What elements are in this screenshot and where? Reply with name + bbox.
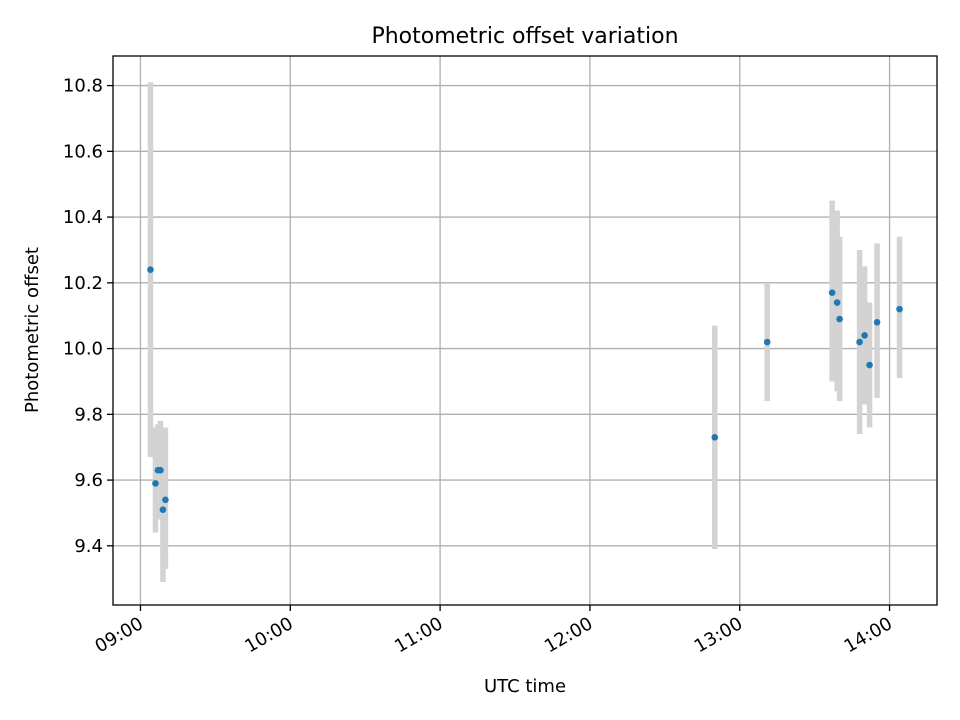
data-point bbox=[873, 318, 881, 326]
x-axis-label: UTC time bbox=[484, 676, 566, 697]
data-point bbox=[147, 266, 154, 273]
x-axis-ticks: 09:00 10:00 11:00 12:00 13:00 14:00 bbox=[92, 605, 896, 657]
data-point bbox=[162, 496, 169, 504]
y-tick-label: 9.4 bbox=[74, 536, 103, 557]
data-point bbox=[856, 338, 863, 346]
y-tick-label: 10.4 bbox=[63, 207, 103, 228]
y-axis-ticks: 9.4 9.6 9.8 10.0 10.2 10.4 10.6 10.8 bbox=[63, 76, 113, 557]
x-tick-label: 13:00 bbox=[691, 613, 746, 657]
x-tick-label: 11:00 bbox=[391, 613, 446, 657]
data-points bbox=[147, 266, 903, 513]
x-tick-label: 09:00 bbox=[92, 613, 147, 657]
plot-area-frame bbox=[112, 55, 938, 606]
data-point bbox=[157, 466, 164, 474]
error-bars bbox=[147, 82, 903, 582]
data-point bbox=[833, 299, 841, 306]
grid bbox=[113, 56, 937, 605]
x-tick-label: 12:00 bbox=[541, 613, 596, 657]
y-axis-label: Photometric offset bbox=[22, 247, 43, 413]
y-tick-label: 9.8 bbox=[74, 404, 103, 425]
data-point bbox=[866, 361, 873, 369]
y-tick-label: 9.6 bbox=[74, 470, 103, 491]
y-tick-label: 10.6 bbox=[63, 141, 103, 162]
x-tick-label: 14:00 bbox=[841, 613, 896, 657]
y-tick-label: 10.8 bbox=[63, 76, 103, 97]
chart-title: Photometric offset variation bbox=[371, 24, 678, 49]
x-tick-label: 10:00 bbox=[241, 613, 296, 657]
y-tick-label: 10.2 bbox=[63, 273, 103, 294]
data-point bbox=[861, 332, 868, 339]
data-point bbox=[159, 506, 167, 513]
data-point bbox=[763, 338, 771, 346]
y-tick-label: 10.0 bbox=[63, 339, 103, 360]
data-point bbox=[152, 480, 159, 487]
data-point bbox=[828, 289, 836, 296]
data-point bbox=[836, 315, 843, 323]
data-point bbox=[711, 434, 719, 441]
data-point bbox=[896, 305, 903, 313]
